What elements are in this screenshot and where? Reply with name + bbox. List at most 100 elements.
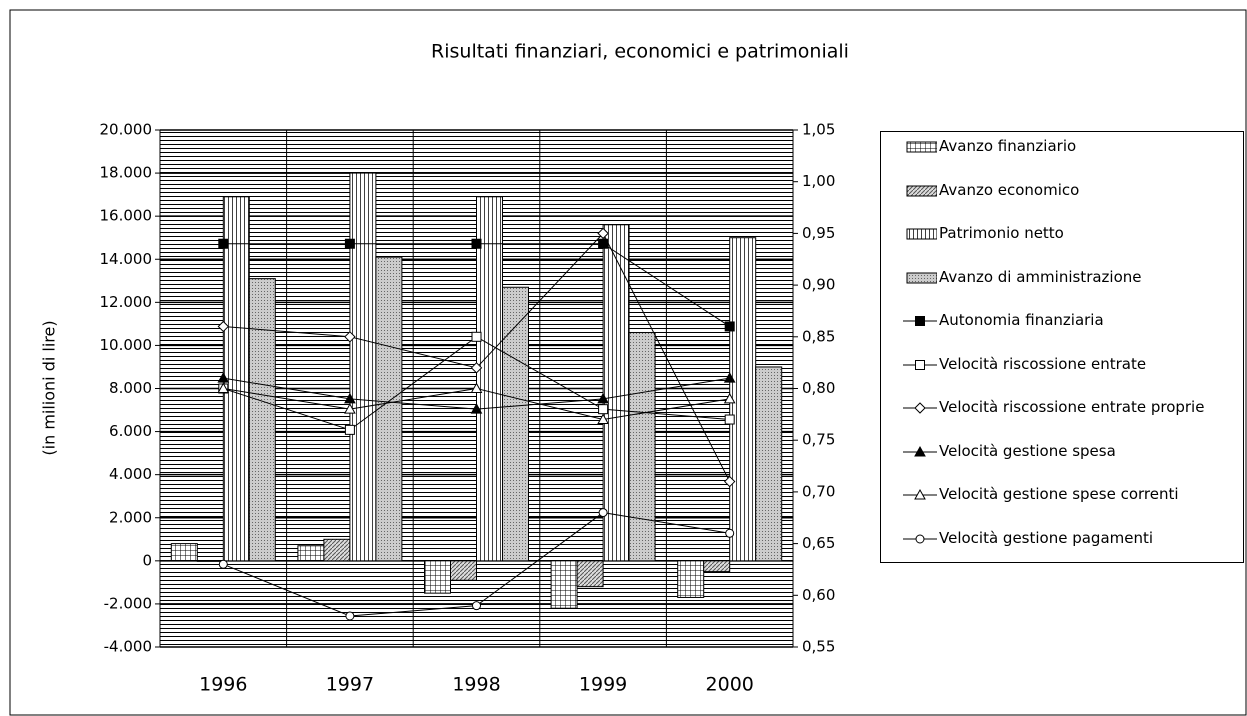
marker bbox=[344, 424, 355, 435]
marker bbox=[344, 392, 356, 404]
marker bbox=[471, 331, 482, 342]
y2-tick-label: 0,90 bbox=[802, 276, 835, 294]
marker bbox=[470, 403, 483, 414]
bar bbox=[323, 538, 351, 562]
marker bbox=[724, 321, 735, 332]
y-tick-label: 20.000 bbox=[100, 121, 153, 139]
legend-item: Avanzo economico bbox=[885, 180, 1239, 226]
y2-tick-label: 0,85 bbox=[802, 327, 835, 345]
legend: Avanzo finanziario Avanzo economico Patrim… bbox=[880, 131, 1244, 563]
legend-item: Avanzo di amministrazione bbox=[885, 267, 1239, 313]
marker bbox=[217, 382, 230, 393]
legend-item: Patrimonio netto bbox=[885, 225, 1239, 269]
y2-tick-label: 0,95 bbox=[802, 224, 835, 242]
legend-label: Avanzo finanziario bbox=[939, 137, 1077, 155]
legend-item: Velocità gestione pagamenti bbox=[885, 528, 1239, 574]
bar bbox=[729, 237, 757, 562]
legend-swatch bbox=[903, 534, 937, 543]
legend-item: Autonomia finanziaria bbox=[885, 312, 1239, 356]
y2-tick-label: 0,75 bbox=[802, 431, 835, 449]
x-tick-label: 1996 bbox=[199, 674, 247, 696]
bar bbox=[476, 196, 503, 562]
y-tick-label: -2.000 bbox=[104, 594, 152, 612]
y2-tick-label: 0,80 bbox=[802, 379, 835, 397]
marker bbox=[344, 238, 355, 249]
marker bbox=[472, 601, 481, 611]
legend-swatch bbox=[906, 228, 937, 240]
legend-swatch bbox=[903, 402, 937, 414]
legend-swatch bbox=[903, 445, 937, 456]
marker bbox=[915, 316, 925, 326]
marker bbox=[344, 403, 356, 414]
marker bbox=[914, 488, 926, 500]
legend-patch bbox=[906, 185, 937, 196]
marker bbox=[724, 414, 735, 425]
y-tick-label: 18.000 bbox=[100, 164, 153, 182]
legend-patch bbox=[906, 272, 937, 283]
legend-label: Velocità gestione spese correnti bbox=[939, 485, 1179, 503]
legend-label: Velocità gestione spesa bbox=[939, 441, 1116, 460]
marker bbox=[914, 445, 926, 456]
marker bbox=[218, 559, 228, 569]
marker bbox=[598, 508, 608, 518]
x-tick-label: 2000 bbox=[706, 674, 754, 696]
marker bbox=[217, 320, 230, 333]
legend-item: Velocità riscossione entrate proprie bbox=[885, 399, 1239, 443]
y2-tick-label: 0,65 bbox=[802, 534, 835, 552]
marker bbox=[218, 238, 229, 249]
marker bbox=[470, 362, 483, 374]
y2-tick-label: 0,55 bbox=[802, 638, 835, 656]
legend-label: Avanzo economico bbox=[939, 180, 1080, 199]
marker bbox=[915, 359, 925, 370]
legend-patch bbox=[906, 141, 937, 153]
legend-label: Velocità riscossione entrate proprie bbox=[939, 398, 1205, 416]
marker bbox=[597, 392, 609, 404]
y2-tick-label: 1,05 bbox=[802, 121, 835, 139]
marker bbox=[725, 528, 735, 538]
bar bbox=[248, 278, 276, 562]
marker bbox=[723, 372, 736, 383]
legend-label: Avanzo di amministrazione bbox=[939, 267, 1142, 286]
legend-item: Velocità gestione spese correnti bbox=[885, 486, 1239, 530]
marker bbox=[471, 238, 482, 249]
legend-patch bbox=[906, 228, 937, 240]
bar bbox=[677, 560, 705, 598]
y-axis-label: (in milioni di lire) bbox=[40, 320, 59, 455]
y2-tick-label: 1,00 bbox=[802, 172, 835, 190]
legend-swatch bbox=[906, 185, 937, 196]
legend-item: Avanzo finanziario bbox=[885, 138, 1239, 182]
bar bbox=[424, 560, 451, 594]
legend-label: Autonomia finanziaria bbox=[939, 311, 1104, 329]
bar bbox=[375, 256, 403, 562]
bar bbox=[349, 172, 377, 562]
y-tick-label: 12.000 bbox=[100, 293, 153, 311]
x-tick-label: 1999 bbox=[579, 674, 627, 696]
legend-label: Velocità riscossione entrate bbox=[939, 354, 1147, 373]
legend-swatch bbox=[903, 316, 937, 326]
legend-item: Velocità gestione spesa bbox=[885, 441, 1239, 487]
marker bbox=[914, 402, 926, 414]
y-tick-label: 10.000 bbox=[100, 336, 153, 354]
bar bbox=[703, 560, 731, 573]
bar bbox=[297, 545, 325, 562]
y-tick-label: 16.000 bbox=[100, 207, 153, 225]
marker bbox=[723, 392, 736, 404]
x-tick-label: 1997 bbox=[326, 674, 374, 696]
y-tick-label: 2.000 bbox=[109, 508, 152, 526]
legend-swatch bbox=[906, 141, 937, 153]
legend-label: Patrimonio netto bbox=[939, 224, 1064, 242]
marker bbox=[597, 227, 609, 240]
legend-label: Velocità gestione pagamenti bbox=[939, 528, 1154, 547]
y2-tick-label: 0,60 bbox=[802, 586, 835, 604]
marker bbox=[470, 382, 483, 393]
bar bbox=[576, 560, 604, 588]
marker bbox=[598, 404, 609, 415]
marker bbox=[915, 534, 925, 543]
bar bbox=[502, 286, 529, 562]
marker bbox=[598, 238, 609, 249]
y-tick-label: 6.000 bbox=[109, 422, 152, 440]
bar bbox=[170, 543, 198, 562]
y-tick-label: 8.000 bbox=[109, 379, 152, 397]
legend-swatch bbox=[903, 359, 937, 370]
